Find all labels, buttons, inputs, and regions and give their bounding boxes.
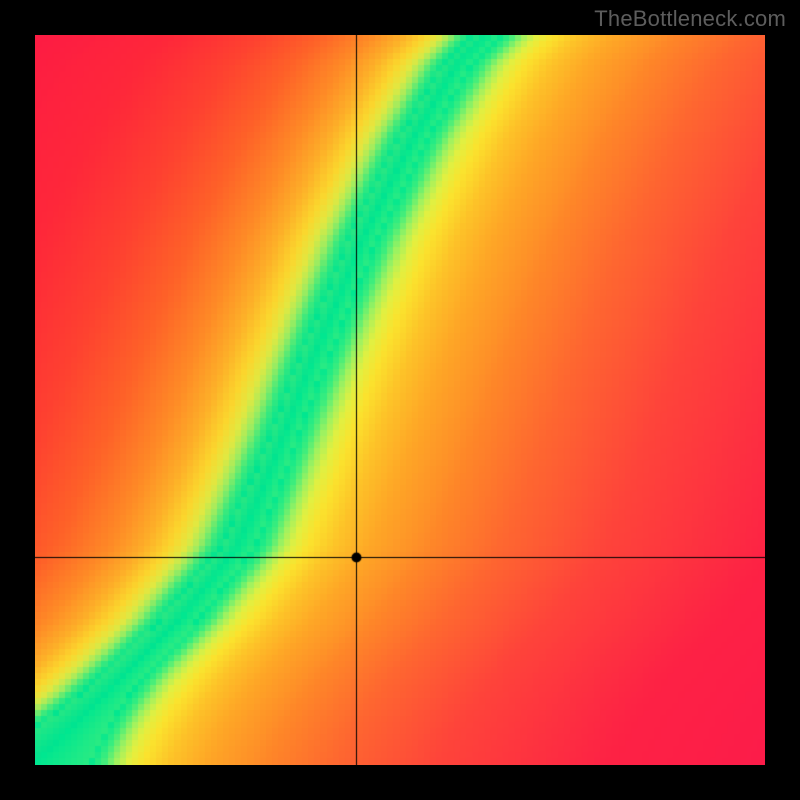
chart-container: TheBottleneck.com xyxy=(0,0,800,800)
heatmap-canvas xyxy=(35,35,765,765)
watermark-text: TheBottleneck.com xyxy=(594,6,786,32)
